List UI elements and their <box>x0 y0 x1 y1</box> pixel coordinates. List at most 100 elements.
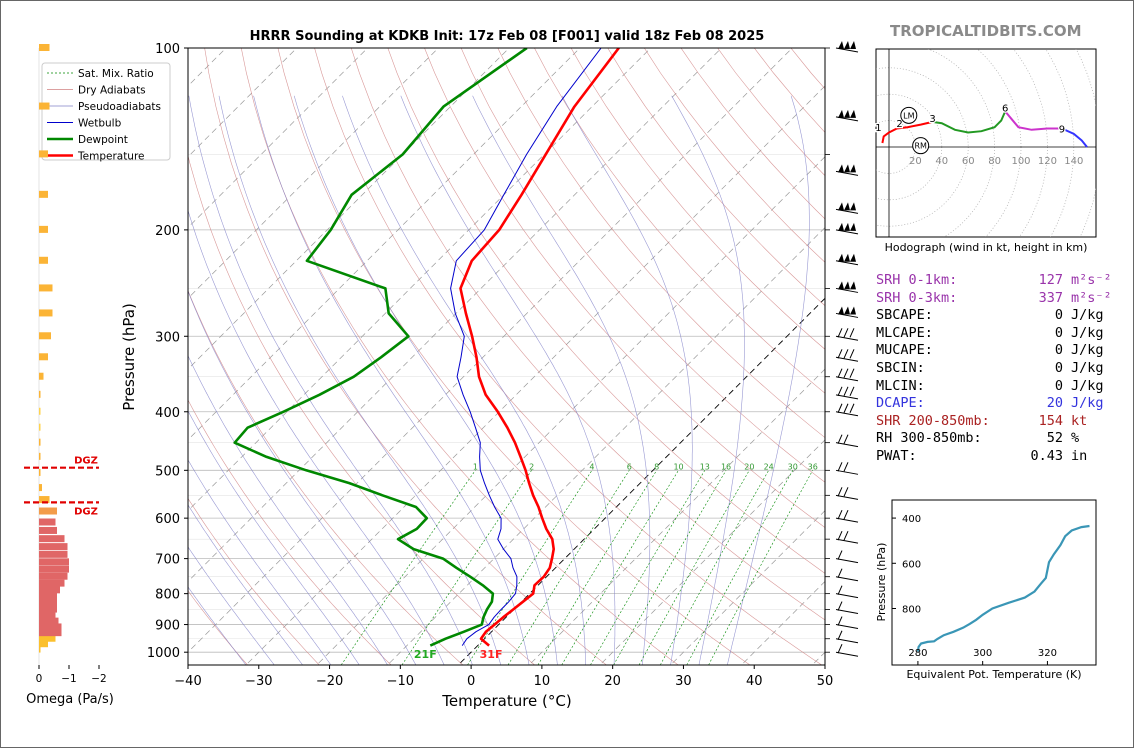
wind-barb-flag <box>843 368 849 378</box>
param-value: 337 <box>1038 289 1063 306</box>
wind-barb-flag <box>843 403 849 413</box>
wind-barb-flag <box>849 386 855 397</box>
param-value: 0 <box>1054 324 1063 341</box>
param-value: 0 <box>1054 377 1063 394</box>
mixing-ratio-line <box>638 470 750 665</box>
omega-bar <box>39 256 48 264</box>
mixing-ratio-line <box>401 470 532 665</box>
wind-barb-pennant <box>838 281 844 290</box>
y-tick-label: 500 <box>155 464 180 479</box>
mixing-ratio-label: 36 <box>808 462 818 471</box>
mixing-ratio-line <box>507 470 630 665</box>
surface-dewpoint-label: 21F <box>414 648 437 661</box>
left-mover-label: LM <box>903 111 914 120</box>
hodograph-caption: Hodograph (wind in kt, height in km) <box>885 241 1088 254</box>
omega-bar <box>39 372 44 380</box>
param-unit: J/kg <box>1071 324 1104 341</box>
isotherm-line <box>457 297 825 665</box>
wetbulb-profile-line <box>450 48 602 646</box>
skewt-plot-frame <box>187 47 826 666</box>
hodograph-rings <box>876 49 1096 237</box>
param-label: SBCAPE: <box>876 307 933 324</box>
omega-bar <box>39 572 68 580</box>
wind-barbs-column <box>835 41 859 657</box>
wind-barb-pennant <box>838 41 844 49</box>
hodograph-segment-line <box>881 120 933 144</box>
mixing-ratio-line <box>467 470 593 665</box>
param-value: 0 <box>1054 307 1063 324</box>
mixing-ratio-label: 30 <box>788 462 798 471</box>
dry-adiabat-line <box>277 48 751 665</box>
param-label: MLCAPE: <box>876 324 933 341</box>
wind-barb-shaft <box>835 335 859 341</box>
pseudoadiabat-line <box>293 95 558 665</box>
omega-bar <box>39 484 42 492</box>
omega-bar <box>39 611 56 619</box>
omega-bar <box>39 617 59 625</box>
wind-barb-flag <box>843 328 849 338</box>
wind-barb-flag <box>837 434 843 444</box>
isotherm-line <box>188 48 722 582</box>
skewt-x-axis-label: Temperature (°C) <box>441 692 571 710</box>
y-tick-label: 1000 <box>147 646 180 661</box>
param-row: MUCAPE: 0 J/kg <box>876 342 1112 360</box>
mixing-ratio-label: 24 <box>764 462 774 471</box>
omega-bar <box>39 44 50 51</box>
wind-barb-flag <box>843 530 849 541</box>
omega-bar <box>39 507 57 515</box>
isotherm-line <box>188 48 298 158</box>
legend-entry-label: Sat. Mix. Ratio <box>78 68 154 80</box>
pseudoadiabat-line <box>188 586 247 665</box>
pseudoadiabat-line <box>188 290 417 665</box>
isotherm-line <box>245 85 825 665</box>
dry-adiabat-line <box>204 48 607 665</box>
legend-entry-label: Dry Adiabats <box>78 85 146 97</box>
hodograph-height-label: 2 <box>896 119 902 130</box>
isotherm-line <box>188 48 793 653</box>
param-unit: J/kg <box>1071 307 1104 324</box>
wind-barb-flag <box>843 434 849 444</box>
legend-entry-label: Wetbulb <box>78 118 122 130</box>
wind-barb-flag <box>837 568 843 578</box>
wind-barb-pennant <box>850 109 856 118</box>
wind-barb-pennant <box>838 164 844 173</box>
chart-title: HRRR Sounding at KDKB Init: 17z Feb 08 [… <box>250 29 765 44</box>
mixing-ratio-label: 20 <box>744 462 754 471</box>
wind-barb-pennant <box>838 109 844 118</box>
param-label: SHR 200-850mb: <box>876 412 990 429</box>
omega-bar <box>39 452 41 460</box>
y-tick-label: 300 <box>155 330 180 345</box>
surface-temperature-label: 31F <box>480 648 503 661</box>
wind-barb-pennant <box>844 41 850 49</box>
omega-bar <box>39 284 53 292</box>
param-row: RH 300-850mb: 52% <box>876 430 1112 448</box>
omega-x-tick-label: −1 <box>61 673 76 685</box>
param-label: SRH 0-1km: <box>876 272 958 288</box>
legend-entry-label: Temperature <box>77 151 145 163</box>
wind-barb-pennant <box>850 41 856 49</box>
param-unit: J/kg <box>1071 377 1104 394</box>
wind-barb-flag <box>837 328 843 338</box>
param-label: MLCIN: <box>876 377 925 394</box>
y-tick-label: 200 <box>155 224 180 239</box>
param-row: SRH 0-1km: 127 m²s⁻² <box>876 272 1112 290</box>
mixing-ratio-label: 1 <box>473 462 478 471</box>
wind-barb-flag <box>843 509 849 520</box>
dry-adiabat-line <box>188 497 320 665</box>
hodograph-tick-label: 80 <box>988 156 1001 167</box>
wind-barb-pennant <box>838 222 844 231</box>
dry-adiabat-line <box>607 48 825 307</box>
param-unit: m²s⁻² <box>1071 289 1112 306</box>
wind-barb-flag <box>837 403 843 413</box>
omega-bar <box>39 518 56 526</box>
wind-barb-shaft <box>835 651 859 657</box>
omega-bar <box>39 332 51 340</box>
param-label: DCAPE: <box>876 395 925 412</box>
wind-barb-pennant <box>844 222 850 231</box>
wind-barb-flag <box>837 550 843 560</box>
x-tick-label: −30 <box>245 674 272 689</box>
wind-barb-shaft <box>835 624 859 630</box>
pseudoadiabat-line <box>188 546 275 665</box>
wind-barb-pennant <box>850 281 856 290</box>
